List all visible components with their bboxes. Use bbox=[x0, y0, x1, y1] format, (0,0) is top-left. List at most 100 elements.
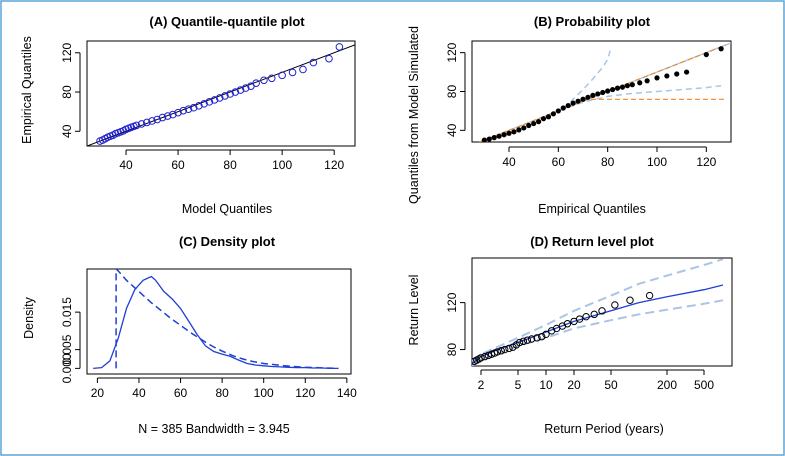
panel-b-point bbox=[595, 91, 601, 97]
panel-d-point bbox=[523, 336, 532, 344]
panel-b-point bbox=[629, 82, 635, 88]
panel-b-y-tick-label: 80 bbox=[445, 85, 459, 99]
panel-d-point bbox=[582, 312, 590, 321]
panel-a-x-tick-label: 60 bbox=[171, 158, 185, 172]
panel-b-point bbox=[619, 84, 626, 90]
panel-b-point bbox=[486, 136, 492, 142]
panel-d-point bbox=[645, 291, 654, 300]
panel-a-plot-box bbox=[86, 40, 356, 147]
panel-b-point bbox=[644, 78, 650, 84]
panel-a-point bbox=[260, 76, 268, 85]
panel-a-point bbox=[221, 92, 229, 100]
panel-b-point bbox=[506, 130, 512, 136]
panel-d-x-tick-label: 10 bbox=[539, 378, 553, 392]
panel-d-x-tick-label: 200 bbox=[657, 378, 677, 392]
panel-c-x-tick-label: 40 bbox=[132, 386, 146, 400]
panel-a-point bbox=[148, 117, 156, 125]
panel-d-plot: 2 5 10 20 50 200 500 80 120 bbox=[445, 257, 733, 392]
panel-b-point bbox=[585, 94, 591, 100]
panel-c-model-density bbox=[115, 269, 339, 370]
panel-d-point bbox=[563, 320, 572, 328]
panel-c-x-tick-label: 140 bbox=[337, 386, 357, 400]
panel-b-point bbox=[481, 137, 487, 142]
panel-b-point bbox=[570, 100, 576, 106]
panel-d-y-tick-label: 80 bbox=[445, 343, 459, 357]
panel-a-point bbox=[252, 79, 260, 87]
panel-b-point bbox=[654, 75, 660, 81]
panel-d-ylabel: Return Level bbox=[407, 275, 421, 346]
panel-c-title: (C) Density plot bbox=[179, 234, 276, 249]
panel-a-x-tick-label: 100 bbox=[272, 158, 292, 172]
panel-b-lower-band bbox=[558, 84, 722, 112]
panel-d-point bbox=[538, 332, 546, 341]
panel-d-upper-ci bbox=[472, 258, 724, 363]
panel-c-y-tick-label: 0.005 bbox=[60, 334, 74, 364]
panel-b: (B) Probability plot Empirical Quantiles… bbox=[407, 14, 732, 216]
panel-d-plot-box bbox=[471, 257, 733, 367]
panel-b-point bbox=[491, 135, 497, 141]
panel-c-x-tick-label: 80 bbox=[215, 386, 229, 400]
panel-d-x-tick-label: 50 bbox=[604, 378, 618, 392]
panel-b-point bbox=[555, 108, 561, 114]
panel-a-point bbox=[205, 98, 214, 106]
panel-a-point bbox=[309, 58, 318, 67]
panel-b-ylabel: Quantiles from Model Simulated bbox=[407, 26, 421, 204]
panel-a-y-tick-label: 40 bbox=[60, 124, 74, 138]
panel-b-point bbox=[575, 98, 581, 104]
panel-a-point bbox=[184, 105, 193, 114]
panel-b-point bbox=[540, 116, 547, 122]
panel-d-point bbox=[626, 296, 634, 304]
panel-b-point bbox=[703, 51, 709, 58]
panel-d-x-tick-label: 5 bbox=[515, 378, 522, 392]
panel-b-x-tick-label: 40 bbox=[502, 155, 516, 169]
panel-b-plot: 40 60 80 100 120 40 80 120 bbox=[445, 40, 732, 169]
panel-d-point bbox=[533, 334, 541, 342]
panel-d-y-tick-label: 120 bbox=[445, 292, 459, 312]
panel-c-x-tick-label: 100 bbox=[254, 386, 274, 400]
panel-d-point bbox=[484, 351, 493, 360]
panel-d-point bbox=[477, 354, 485, 362]
panel-a-point bbox=[210, 96, 219, 104]
panel-b-point bbox=[565, 102, 571, 109]
panel-d-xlabel: Return Period (years) bbox=[544, 422, 664, 436]
panel-b-plot-box bbox=[471, 40, 732, 143]
panel-d-x-tick-label: 2 bbox=[478, 378, 485, 392]
panel-a-point bbox=[200, 100, 208, 108]
panel-a-y-tick-label: 80 bbox=[60, 85, 74, 99]
panel-a-xlabel: Model Quantiles bbox=[182, 202, 272, 216]
panel-c-y-tick-label: 0.000 bbox=[60, 353, 74, 383]
panel-a-point bbox=[179, 106, 188, 115]
clip-d-area bbox=[472, 258, 724, 366]
panel-a-point bbox=[231, 88, 240, 96]
panel-b-point bbox=[516, 127, 522, 133]
panel-a-y-tick-label: 120 bbox=[60, 42, 74, 62]
panel-b-y-tick-label: 40 bbox=[445, 123, 459, 137]
panel-d-point bbox=[501, 345, 509, 354]
panel-b-x-tick-label: 100 bbox=[647, 155, 667, 169]
panel-b-point bbox=[501, 132, 507, 138]
panel-d-point bbox=[481, 352, 489, 361]
panel-c-y-tick-label: 0.015 bbox=[60, 297, 74, 327]
panel-a-plot: 40 60 80 100 120 40 80 120 bbox=[60, 40, 356, 172]
panel-d-x-tick-label: 20 bbox=[567, 378, 581, 392]
panel-a-title: (A) Quantile-quantile plot bbox=[149, 14, 305, 29]
panel-d-title: (D) Return level plot bbox=[530, 234, 654, 249]
panel-d-point bbox=[519, 337, 528, 346]
panel-b-point bbox=[580, 96, 586, 102]
panel-b-point bbox=[624, 83, 631, 89]
panel-b-point bbox=[614, 85, 621, 91]
panel-b-point bbox=[610, 86, 616, 93]
panel-a-point bbox=[241, 84, 250, 92]
panel-a: (A) Quantile-quantile plot Model Quantil… bbox=[20, 14, 356, 216]
panel-b-point bbox=[550, 111, 557, 117]
panel-b-point bbox=[674, 71, 680, 77]
panel-b-point bbox=[605, 88, 611, 94]
panel-b-point bbox=[536, 119, 542, 125]
panel-b-point bbox=[684, 69, 690, 75]
panel-d: (D) Return level plot Return Period (yea… bbox=[407, 234, 733, 436]
panel-a-point bbox=[163, 112, 172, 120]
panel-b-point bbox=[560, 105, 566, 111]
